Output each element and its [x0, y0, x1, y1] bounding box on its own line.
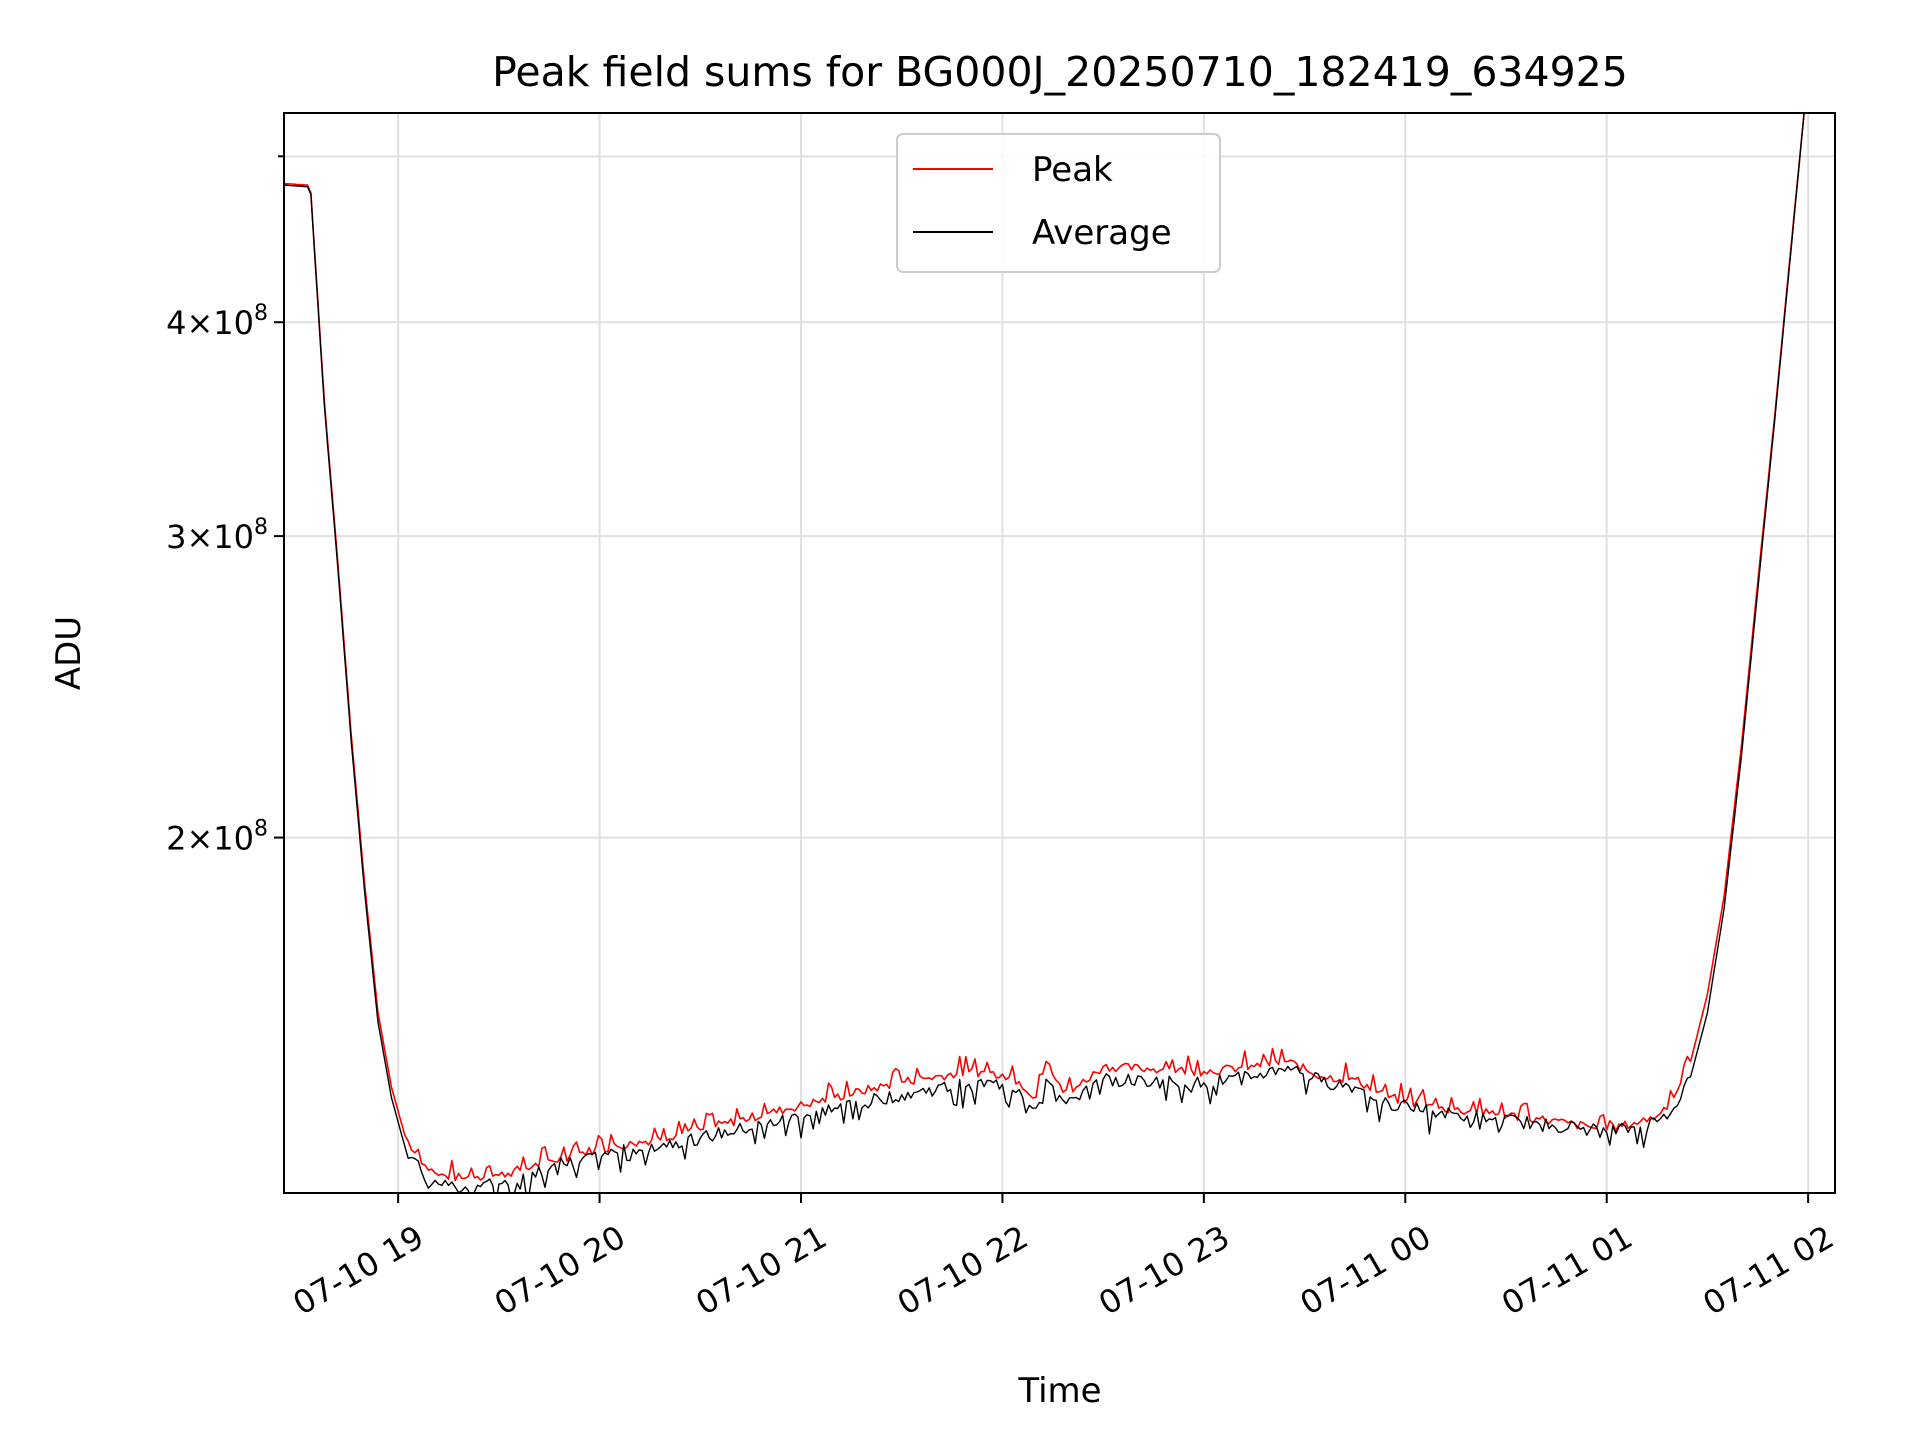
- y-tick-mantissa: 2: [166, 820, 186, 858]
- y-tick-label: 4×108: [166, 301, 268, 342]
- y-tick-exponent: 8: [254, 301, 268, 326]
- series-layer: [284, 113, 1805, 1193]
- y-tick-label: 3×108: [166, 515, 268, 556]
- y-tick-label: 2×108: [166, 817, 268, 858]
- y-tick-operator: ×: [186, 518, 213, 556]
- y-tick-mantissa: 4: [166, 304, 186, 342]
- y-tick-exponent: 8: [254, 817, 268, 842]
- legend-label-average: Average: [1032, 213, 1172, 253]
- chart-title: Peak field sums for BG000J_20250710_1824…: [492, 48, 1628, 96]
- y-tick-mantissa: 3: [166, 518, 186, 556]
- legend: Peak Average: [896, 133, 1221, 273]
- legend-label-peak: Peak: [1032, 150, 1113, 190]
- y-tick-operator: ×: [186, 304, 213, 342]
- series-line-peak: [284, 113, 1805, 1182]
- grid: [284, 113, 1835, 1193]
- y-tick-base: 10: [213, 518, 254, 556]
- y-tick-operator: ×: [186, 820, 213, 858]
- y-tick-exponent: 8: [254, 515, 268, 540]
- plot-frame: [283, 112, 1836, 1194]
- y-tick-base: 10: [213, 304, 254, 342]
- x-axis-label: Time: [1017, 1371, 1101, 1411]
- y-axis-label: ADU: [49, 616, 89, 690]
- series-line-average: [284, 113, 1805, 1193]
- y-tick-base: 10: [213, 820, 254, 858]
